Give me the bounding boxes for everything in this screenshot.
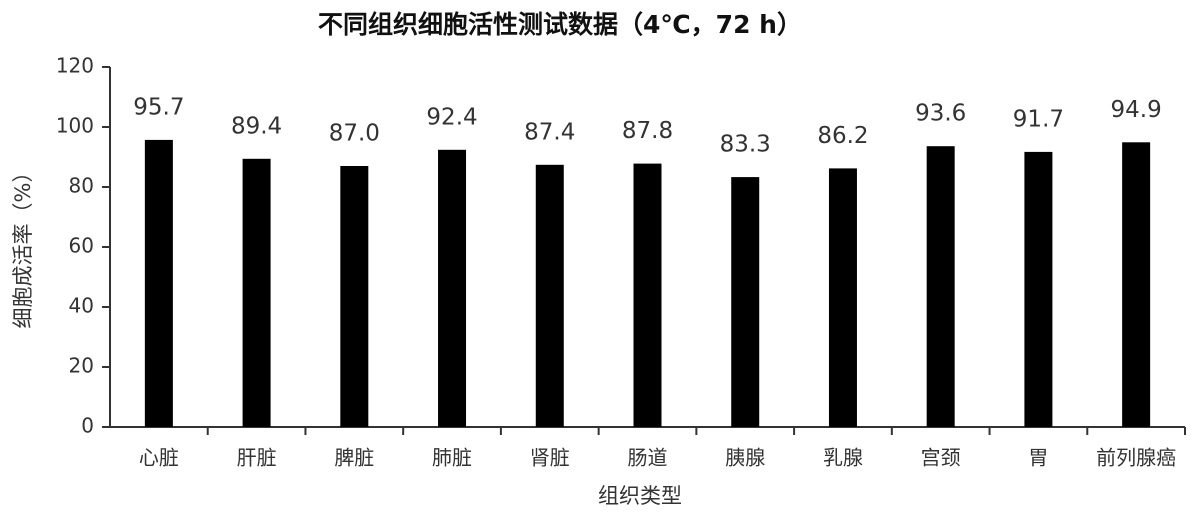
y-tick-label: 60: [69, 234, 94, 258]
bar: [535, 164, 564, 428]
value-label: 95.7: [133, 94, 184, 120]
y-tick-label: 100: [56, 114, 94, 138]
y-tick-label: 0: [81, 414, 94, 438]
value-label: 87.0: [329, 121, 380, 147]
bar: [242, 158, 271, 428]
x-tick-label: 宫颈: [921, 446, 961, 470]
x-tick-label: 脾脏: [334, 446, 374, 470]
bar: [438, 149, 467, 428]
bar: [828, 168, 857, 427]
value-label: 89.4: [231, 113, 282, 139]
x-tick-label: 前列腺癌: [1096, 446, 1176, 470]
y-tick-label: 20: [69, 354, 94, 378]
value-label: 87.8: [622, 118, 673, 144]
bar: [926, 146, 955, 427]
x-tick-label: 肺脏: [432, 446, 472, 470]
x-axis-title: 组织类型: [598, 484, 682, 508]
value-label: 92.4: [426, 104, 477, 130]
x-tick-label: 肝脏: [237, 446, 277, 470]
x-tick-label: 胃: [1028, 446, 1048, 470]
x-tick-label: 胰腺: [725, 446, 765, 470]
y-tick-label: 80: [69, 174, 94, 198]
y-axis-title: 细胞成活率（%）: [11, 162, 35, 329]
x-tick-label: 乳腺: [823, 446, 863, 470]
value-label: 87.4: [524, 119, 575, 145]
bar: [144, 139, 173, 427]
bar: [731, 177, 760, 427]
bar: [1122, 142, 1151, 428]
bar: [1024, 151, 1053, 427]
value-label: 93.6: [915, 101, 966, 127]
value-label: 94.9: [1111, 97, 1162, 123]
value-label: 83.3: [720, 132, 771, 158]
x-tick-label: 心脏: [139, 446, 179, 470]
y-tick-label: 40: [69, 294, 94, 318]
bar: [340, 166, 369, 427]
chart-title: 不同组织细胞活性测试数据（4℃，72 h）: [318, 10, 802, 39]
bar: [633, 163, 662, 427]
x-tick-label: 肾脏: [530, 446, 570, 470]
value-label: 86.2: [817, 123, 868, 149]
value-label: 91.7: [1013, 106, 1064, 132]
y-tick-label: 120: [56, 54, 94, 78]
x-tick-label: 肠道: [628, 446, 668, 470]
